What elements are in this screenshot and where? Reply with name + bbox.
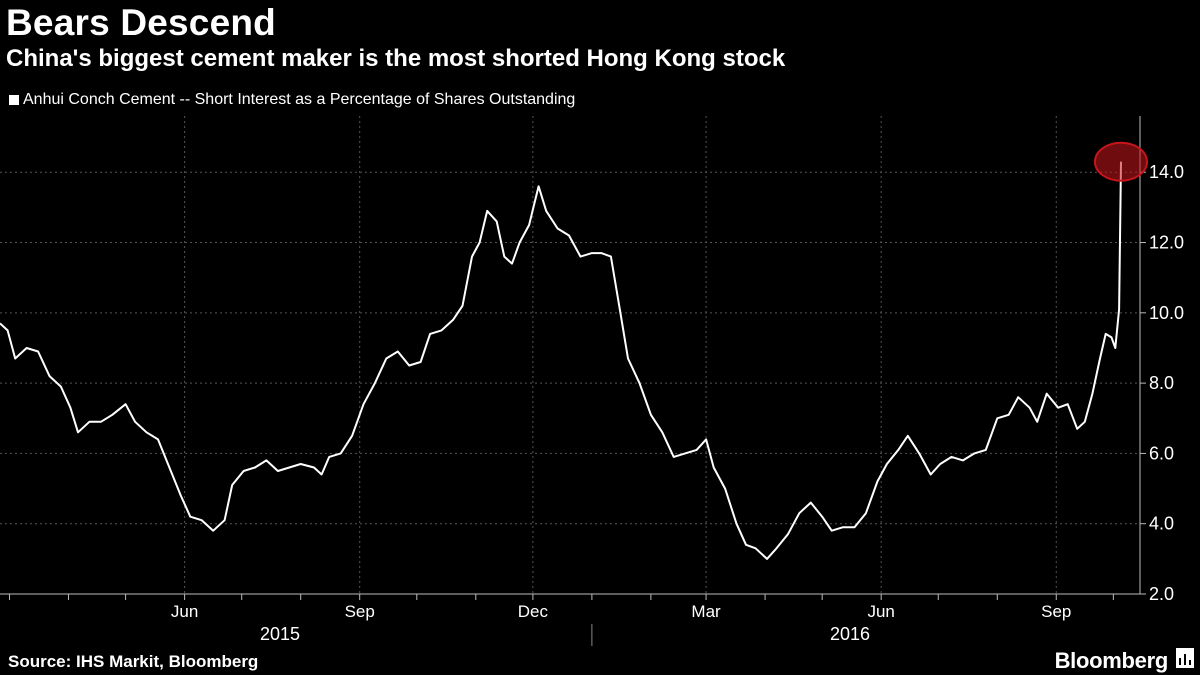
series-line (0, 161, 1122, 560)
x-tick-label: Sep (1041, 602, 1071, 621)
brand-logo-text: Bloomberg (1054, 648, 1169, 673)
legend: Anhui Conch Cement -- Short Interest as … (9, 91, 575, 109)
chart-subtitle: China's biggest cement maker is the most… (6, 45, 786, 72)
year-label: 2016 (830, 624, 870, 644)
y-tick-label: 12.0 (1149, 233, 1184, 253)
x-tick-label: Jun (171, 602, 198, 621)
y-tick-label: 4.0 (1149, 514, 1174, 534)
highlight-circle (1093, 141, 1148, 182)
bloomberg-chart-icon (1176, 648, 1194, 668)
legend-swatch (9, 95, 19, 105)
y-tick-label: 14.0 (1149, 162, 1184, 182)
x-tick-label: Dec (518, 602, 549, 621)
y-tick-label: 2.0 (1149, 584, 1174, 604)
y-tick-label: 10.0 (1149, 303, 1184, 323)
x-tick-label: Jun (867, 602, 894, 621)
x-tick-label: Mar (691, 602, 721, 621)
chart-title: Bears Descend (6, 2, 276, 43)
y-tick-label: 8.0 (1149, 373, 1174, 393)
x-tick-label: Sep (345, 602, 375, 621)
legend-label: Anhui Conch Cement -- Short Interest as … (23, 91, 576, 108)
year-label: 2015 (260, 624, 300, 644)
y-tick-label: 6.0 (1149, 443, 1174, 463)
source-note: Source: IHS Markit, Bloomberg (8, 652, 259, 671)
